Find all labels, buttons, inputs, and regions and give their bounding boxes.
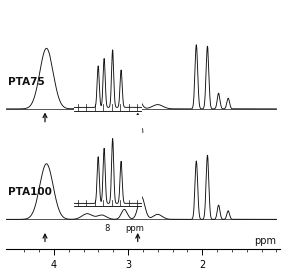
Text: ppm: ppm: [254, 236, 276, 246]
Text: 8: 8: [105, 224, 110, 233]
Text: PTA100: PTA100: [8, 187, 52, 197]
Text: ppm: ppm: [126, 224, 145, 233]
Text: 8: 8: [105, 126, 110, 135]
Text: PTA75: PTA75: [8, 77, 45, 87]
Text: ppm: ppm: [126, 126, 145, 135]
